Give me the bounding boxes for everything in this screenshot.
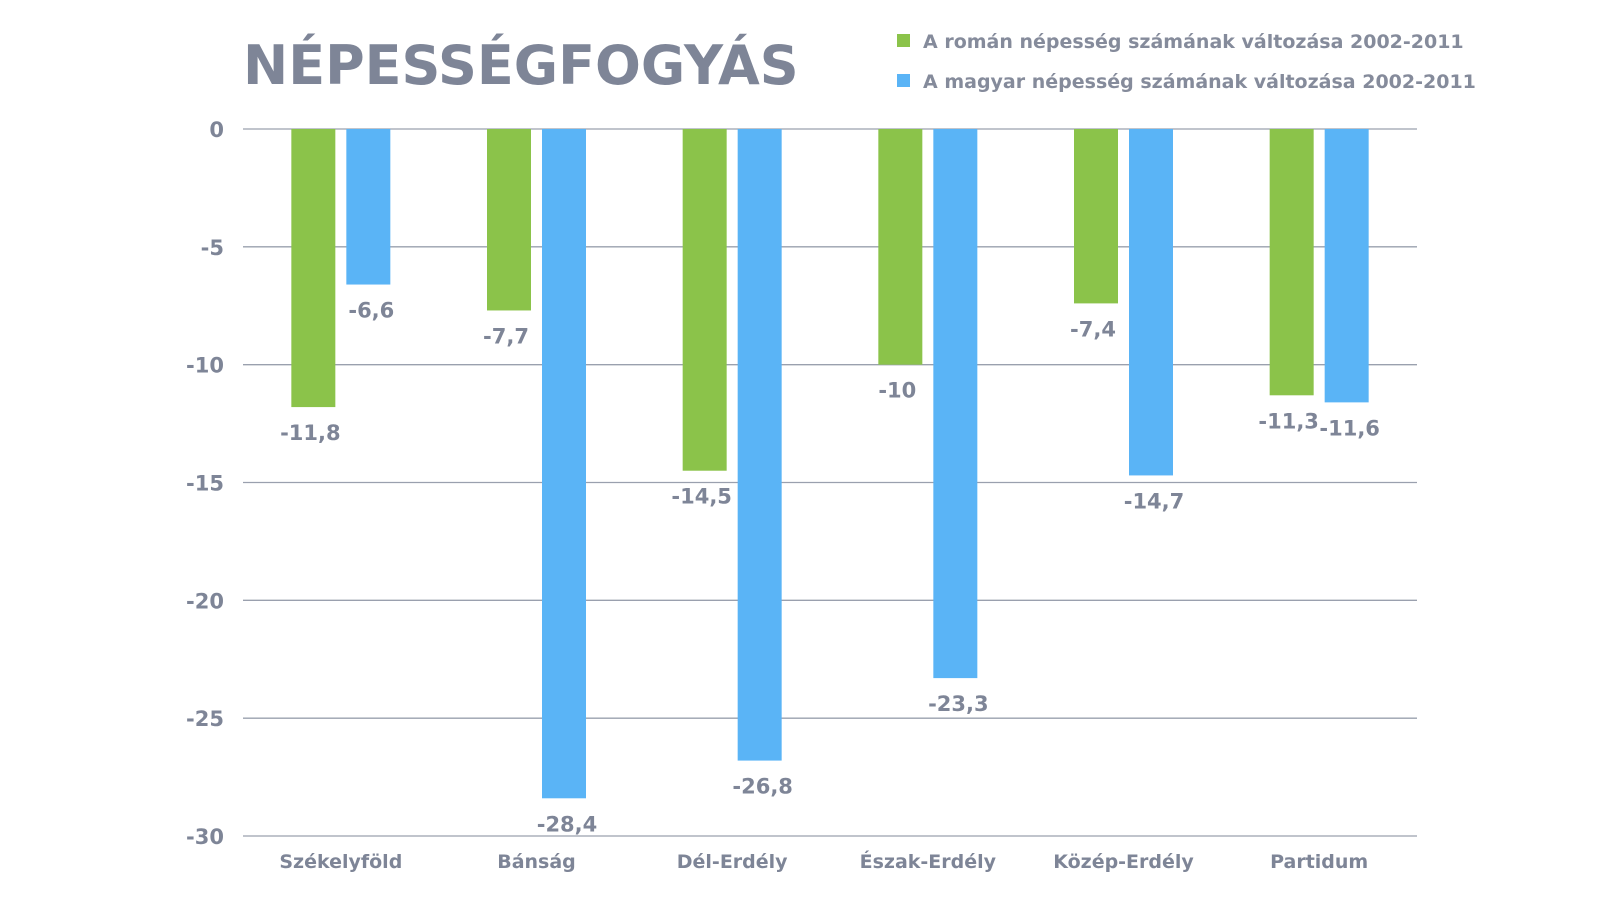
y-tick-label: -20 [186,589,224,613]
data-label: -6,6 [348,299,394,323]
bars [291,129,1369,799]
legend-label: A román népesség számának változása 2002… [923,31,1464,53]
category-label: Partidum [1270,851,1368,873]
category-label: Dél-Erdély [677,851,788,873]
category-label: Bánság [497,851,576,873]
y-tick-label: -15 [186,472,224,496]
data-label: -14,7 [1124,489,1185,513]
legend-swatch [897,34,910,47]
data-label: -11,6 [1319,416,1380,440]
y-tick-label: 0 [209,118,224,142]
legend-swatch [897,74,910,87]
x-axis: Székelyföld Bánság Dél-Erdély Észak-Erdély K… [279,850,1368,873]
gridlines [243,128,1417,837]
y-axis: 0 -5 -10 -15 -20 -25 -30 [186,118,224,849]
y-tick-label: -10 [186,354,224,378]
data-label: -11,8 [280,421,341,445]
data-label: -23,3 [928,692,989,716]
bar-series-2 [933,129,978,679]
bar-series-2 [542,129,586,799]
bar-series-2 [346,129,391,285]
legend-label: A magyar népesség számának változása 200… [923,71,1476,93]
data-label: -7,7 [483,324,529,348]
category-label: Közép-Erdély [1053,851,1194,873]
legend: A román népesség számának változása 2002… [897,31,1476,93]
data-label: -26,8 [732,775,793,799]
bar-series-1 [291,129,336,408]
data-label: -10 [878,379,916,403]
y-tick-label: -25 [186,707,224,731]
bar-series-1 [1074,129,1118,304]
category-label: Székelyföld [279,851,402,873]
y-tick-label: -30 [186,825,224,849]
bar-series-2 [1324,129,1369,403]
category-label: Észak-Erdély [860,850,997,873]
bar-series-1 [487,129,531,311]
bar-series-2 [737,129,782,761]
data-label: -14,5 [671,485,732,509]
bar-series-2 [1129,129,1173,476]
data-label: -7,4 [1070,317,1116,341]
bar-series-1 [878,129,923,365]
data-label: -11,3 [1258,409,1319,433]
data-labels: -11,8 -6,6 -7,7 -28,4 -14,5 -26,8 -10 -23,3 -7,4… [280,299,1380,837]
bar-series-1 [682,129,727,471]
chart-title: NÉPESSÉGFOGYÁS [243,34,799,97]
bar-series-1 [1269,129,1314,396]
y-tick-label: -5 [201,236,224,260]
data-label: -28,4 [537,812,598,836]
